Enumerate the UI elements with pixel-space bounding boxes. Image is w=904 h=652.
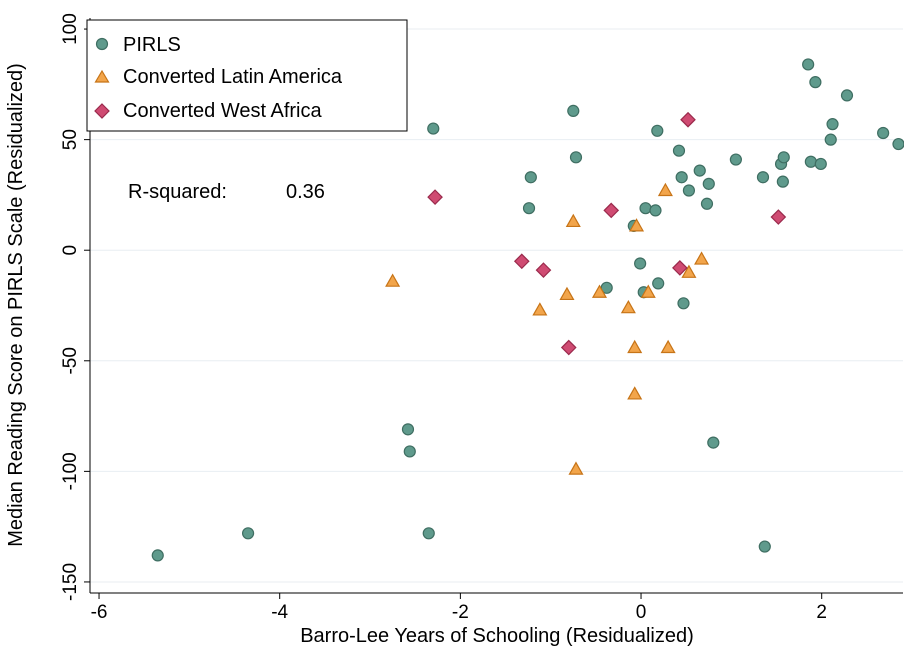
triangle-point: [568, 461, 584, 475]
x-tick-label: -4: [271, 602, 288, 623]
y-tick-label: -150: [60, 563, 81, 601]
legend-label-west-africa: Converted West Africa: [123, 100, 322, 122]
x-ticks: -6 -4 -2 0 2: [91, 593, 827, 623]
legend-marker-west-africa: [94, 103, 110, 119]
diamond-point: [680, 111, 696, 128]
diamond-point: [770, 209, 787, 225]
legend-label-pirls: PIRLS: [123, 34, 181, 56]
circle-point: [651, 124, 664, 137]
triangle-point: [640, 284, 656, 298]
legend: PIRLS Converted Latin America Converted …: [86, 19, 408, 132]
circle-point: [729, 153, 742, 166]
circle-point: [702, 177, 715, 190]
triangle-point: [694, 251, 710, 265]
legend-marker-pirls: [95, 37, 109, 51]
circle-point: [682, 184, 696, 197]
circle-point: [569, 151, 583, 164]
circle-point: [675, 171, 688, 184]
circle-point: [151, 549, 164, 562]
triangle-point: [532, 302, 548, 316]
circle-point: [776, 175, 789, 188]
triangle-point: [627, 386, 643, 400]
circle-point: [804, 155, 817, 168]
triangle-point: [591, 284, 608, 298]
data-points: [151, 58, 904, 562]
circle-point: [649, 204, 662, 217]
circle-point: [809, 76, 822, 89]
circle-point: [826, 118, 839, 131]
circle-point: [522, 202, 536, 215]
y-ticks: -150 -100 -50 0 50 100: [60, 13, 90, 601]
circle-point: [672, 144, 686, 157]
y-tick-label: 0: [60, 245, 81, 256]
circle-point: [756, 171, 770, 184]
triangle-point: [559, 286, 575, 301]
circle-point: [693, 164, 706, 177]
triangle-point: [565, 213, 581, 228]
y-tick-label: -100: [60, 452, 81, 490]
diamond-point: [672, 260, 688, 276]
circle-point: [700, 197, 714, 210]
circle-point: [634, 257, 647, 270]
circle-point: [427, 122, 440, 135]
legend-box: [86, 19, 408, 132]
x-tick-label: 0: [636, 602, 647, 623]
y-tick-label: -50: [60, 347, 81, 374]
circle-point: [652, 277, 665, 290]
circle-point: [877, 126, 890, 140]
triangle-point: [628, 218, 645, 232]
diamond-point: [427, 189, 443, 205]
circle-point: [567, 104, 580, 117]
triangle-point: [620, 299, 636, 314]
circle-point: [401, 423, 415, 436]
x-tick-label: 2: [816, 602, 827, 623]
circle-point: [840, 89, 854, 102]
legend-label-latin-america: Converted Latin America: [123, 66, 343, 88]
diamond-point: [560, 339, 577, 356]
x-axis-title: Barro-Lee Years of Schooling (Residualiz…: [300, 625, 694, 647]
circle-point: [677, 297, 690, 310]
y-axis-title: Median Reading Score on PIRLS Scale (Res…: [5, 63, 27, 547]
circle-point: [524, 171, 537, 184]
triangle-point: [657, 182, 673, 197]
circle-point: [403, 445, 416, 458]
triangle-point: [385, 273, 401, 287]
circle-point: [758, 540, 771, 553]
circle-point: [707, 436, 720, 449]
circle-point: [241, 527, 255, 540]
circle-point: [639, 202, 652, 215]
diamond-point: [535, 262, 552, 278]
triangle-point: [627, 339, 643, 354]
circle-point: [814, 157, 827, 171]
x-tick-label: -2: [452, 602, 469, 623]
r-squared-annotation: R-squared: 0.36: [128, 181, 325, 203]
y-tick-label: 50: [60, 129, 81, 150]
x-tick-label: -6: [91, 602, 108, 623]
circle-point: [892, 137, 904, 151]
legend-marker-latin-america: [94, 69, 110, 83]
r-squared-value: 0.36: [286, 181, 325, 203]
r-squared-label: R-squared:: [128, 181, 227, 203]
circle-point: [802, 58, 815, 71]
diamond-point: [513, 253, 530, 270]
y-tick-label: 100: [60, 13, 81, 45]
circle-point: [824, 133, 837, 146]
diamond-point: [603, 202, 620, 219]
gridlines: [90, 28, 903, 583]
triangle-point: [660, 339, 676, 354]
circle-point: [777, 151, 790, 164]
triangle-point: [681, 264, 697, 278]
circle-point: [422, 527, 435, 540]
